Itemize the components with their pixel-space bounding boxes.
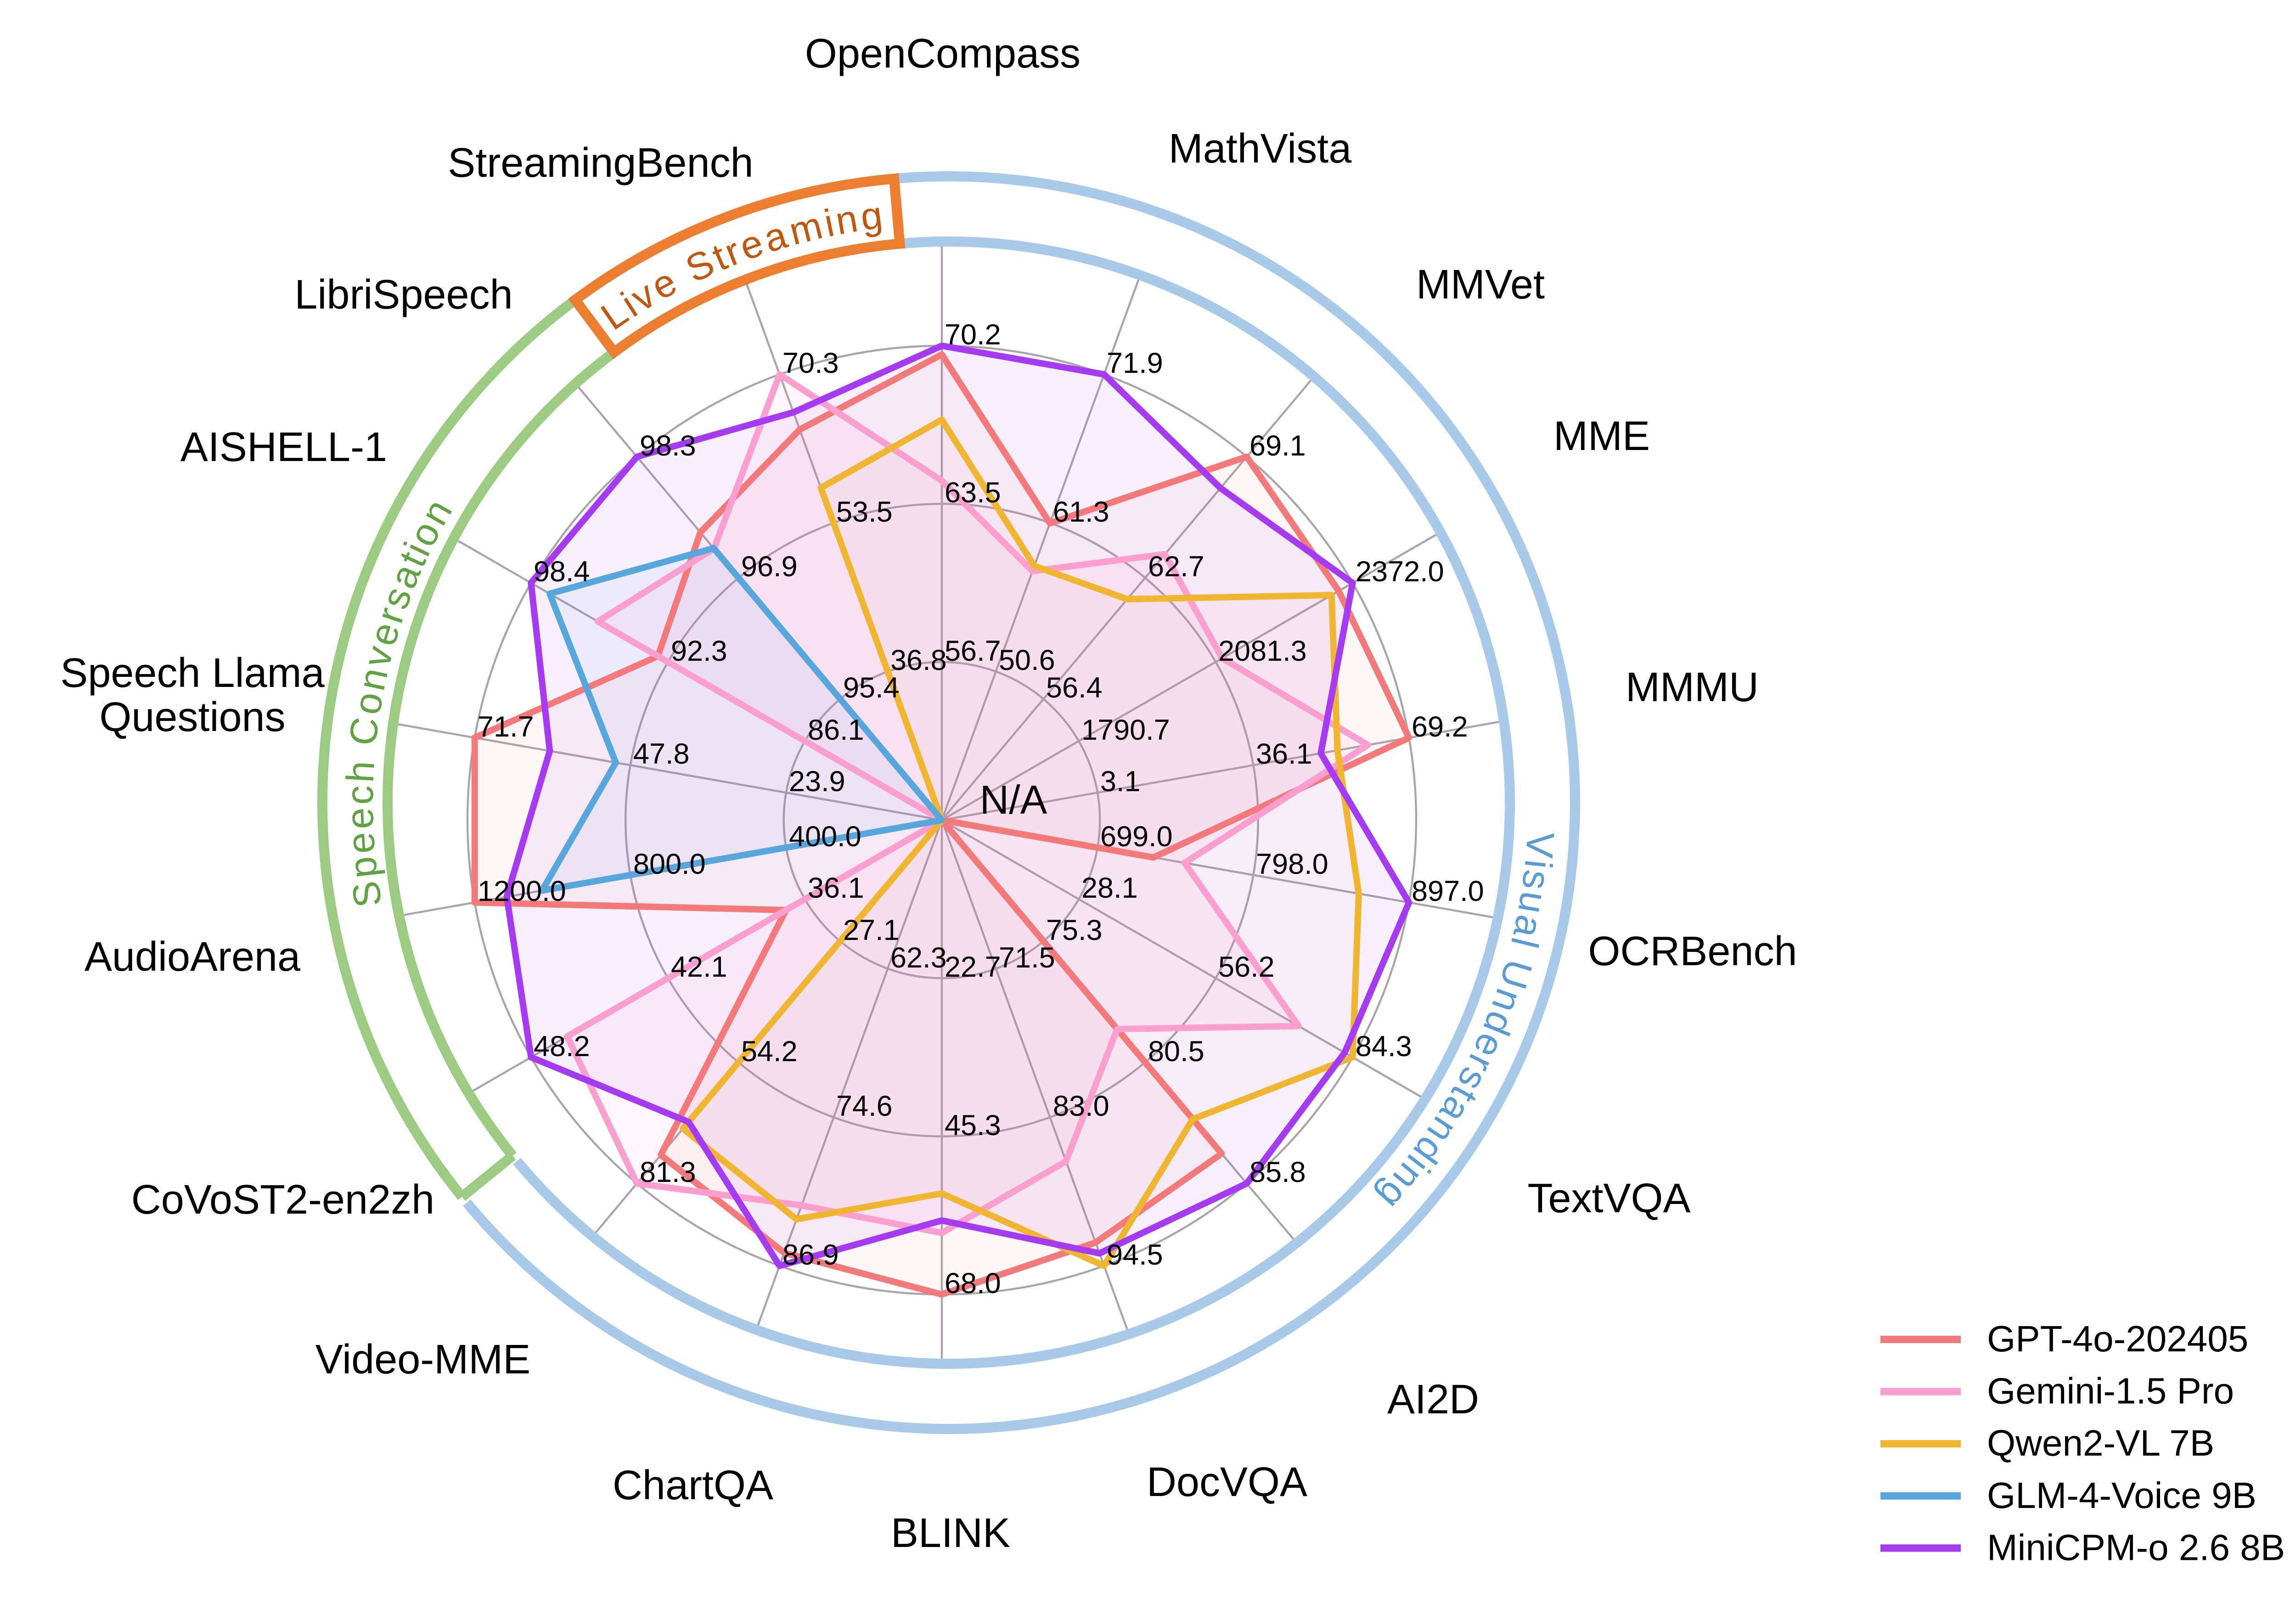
svg-text:98.4: 98.4 bbox=[534, 556, 590, 588]
svg-text:85.8: 85.8 bbox=[1249, 1156, 1306, 1188]
svg-text:OCRBench: OCRBench bbox=[1588, 928, 1797, 974]
svg-text:63.5: 63.5 bbox=[945, 477, 1001, 509]
svg-text:96.9: 96.9 bbox=[741, 551, 798, 583]
svg-text:AI2D: AI2D bbox=[1387, 1377, 1479, 1423]
svg-text:42.1: 42.1 bbox=[671, 951, 727, 983]
svg-text:36.1: 36.1 bbox=[808, 872, 864, 904]
svg-text:MathVista: MathVista bbox=[1169, 126, 1352, 172]
svg-text:71.5: 71.5 bbox=[999, 942, 1055, 974]
svg-text:V: V bbox=[1518, 831, 1563, 860]
svg-text:Video-MME: Video-MME bbox=[315, 1337, 531, 1383]
svg-text:Gemini-1.5 Pro: Gemini-1.5 Pro bbox=[1987, 1371, 2234, 1412]
svg-text:86.9: 86.9 bbox=[782, 1239, 839, 1271]
svg-text:94.5: 94.5 bbox=[1107, 1239, 1163, 1271]
svg-text:71.9: 71.9 bbox=[1107, 347, 1163, 379]
svg-text:71.7: 71.7 bbox=[478, 711, 534, 743]
svg-text:56.2: 56.2 bbox=[1218, 951, 1275, 983]
svg-text:AudioArena: AudioArena bbox=[84, 934, 301, 980]
svg-text:70.3: 70.3 bbox=[782, 347, 839, 379]
svg-text:80.5: 80.5 bbox=[1148, 1035, 1204, 1068]
svg-text:95.4: 95.4 bbox=[843, 672, 900, 704]
svg-text:StreamingBench: StreamingBench bbox=[448, 140, 753, 186]
svg-text:MiniCPM-o 2.6 8B: MiniCPM-o 2.6 8B bbox=[1987, 1527, 2285, 1568]
svg-text:74.6: 74.6 bbox=[836, 1090, 893, 1122]
svg-text:p: p bbox=[340, 855, 386, 881]
svg-text:3.1: 3.1 bbox=[1100, 765, 1141, 798]
svg-text:81.3: 81.3 bbox=[640, 1156, 696, 1188]
svg-text:699.0: 699.0 bbox=[1100, 821, 1173, 853]
svg-text:MMMU: MMMU bbox=[1626, 664, 1759, 710]
svg-text:62.3: 62.3 bbox=[890, 942, 947, 974]
svg-text:OpenCompass: OpenCompass bbox=[805, 31, 1080, 77]
svg-text:98.3: 98.3 bbox=[640, 430, 696, 462]
svg-text:h: h bbox=[338, 760, 383, 784]
svg-text:68.0: 68.0 bbox=[945, 1267, 1001, 1299]
svg-text:50.6: 50.6 bbox=[999, 644, 1055, 676]
svg-text:62.7: 62.7 bbox=[1148, 551, 1204, 583]
svg-text:1200.0: 1200.0 bbox=[478, 875, 566, 907]
svg-text:22.7: 22.7 bbox=[945, 951, 1001, 983]
svg-text:92.3: 92.3 bbox=[671, 635, 727, 667]
svg-text:TextVQA: TextVQA bbox=[1527, 1176, 1690, 1221]
svg-text:798.0: 798.0 bbox=[1256, 848, 1328, 880]
svg-text:70.2: 70.2 bbox=[945, 319, 1001, 351]
svg-text:Questions: Questions bbox=[99, 694, 285, 740]
svg-text:23.9: 23.9 bbox=[789, 765, 845, 798]
svg-text:75.3: 75.3 bbox=[1046, 914, 1103, 946]
svg-text:GLM-4-Voice 9B: GLM-4-Voice 9B bbox=[1987, 1475, 2257, 1516]
svg-text:e: e bbox=[338, 807, 382, 830]
svg-text:1790.7: 1790.7 bbox=[1081, 714, 1170, 746]
svg-text:C: C bbox=[341, 715, 387, 748]
svg-text:36.1: 36.1 bbox=[1256, 738, 1312, 770]
svg-text:N/A: N/A bbox=[980, 777, 1047, 822]
svg-text:36.8: 36.8 bbox=[890, 644, 947, 676]
svg-text:897.0: 897.0 bbox=[1412, 875, 1484, 907]
svg-text:Qwen2-VL 7B: Qwen2-VL 7B bbox=[1987, 1423, 2214, 1463]
svg-text:56.4: 56.4 bbox=[1046, 672, 1103, 704]
svg-text:LibriSpeech: LibriSpeech bbox=[294, 272, 512, 318]
svg-text:83.0: 83.0 bbox=[1053, 1090, 1109, 1122]
svg-text:84.3: 84.3 bbox=[1356, 1030, 1412, 1063]
svg-text:2372.0: 2372.0 bbox=[1356, 556, 1444, 588]
svg-text:69.2: 69.2 bbox=[1412, 711, 1468, 743]
svg-text:48.2: 48.2 bbox=[534, 1030, 590, 1063]
svg-text:27.1: 27.1 bbox=[843, 914, 900, 946]
svg-text:Speech Llama: Speech Llama bbox=[60, 650, 325, 696]
svg-text:AISHELL-1: AISHELL-1 bbox=[180, 424, 387, 470]
svg-text:DocVQA: DocVQA bbox=[1147, 1459, 1307, 1505]
svg-text:86.1: 86.1 bbox=[808, 714, 864, 746]
svg-text:GPT-4o-202405: GPT-4o-202405 bbox=[1987, 1318, 2248, 1359]
svg-text:2081.3: 2081.3 bbox=[1218, 635, 1307, 667]
svg-text:ChartQA: ChartQA bbox=[613, 1462, 773, 1508]
svg-text:CoVoST2-en2zh: CoVoST2-en2zh bbox=[131, 1177, 434, 1223]
svg-text:54.2: 54.2 bbox=[741, 1035, 798, 1068]
svg-text:BLINK: BLINK bbox=[891, 1510, 1010, 1556]
svg-text:45.3: 45.3 bbox=[945, 1109, 1001, 1142]
svg-text:e: e bbox=[338, 831, 383, 855]
svg-text:800.0: 800.0 bbox=[633, 848, 706, 880]
svg-text:61.3: 61.3 bbox=[1053, 496, 1109, 528]
svg-text:53.5: 53.5 bbox=[836, 496, 893, 528]
svg-text:47.8: 47.8 bbox=[633, 738, 690, 770]
svg-text:56.7: 56.7 bbox=[945, 635, 1001, 667]
svg-text:28.1: 28.1 bbox=[1081, 872, 1138, 904]
svg-text:MME: MME bbox=[1553, 413, 1650, 459]
svg-text:400.0: 400.0 bbox=[789, 821, 861, 853]
svg-text:MMVet: MMVet bbox=[1416, 262, 1545, 308]
svg-text:c: c bbox=[338, 785, 382, 805]
svg-text:69.1: 69.1 bbox=[1249, 430, 1306, 462]
